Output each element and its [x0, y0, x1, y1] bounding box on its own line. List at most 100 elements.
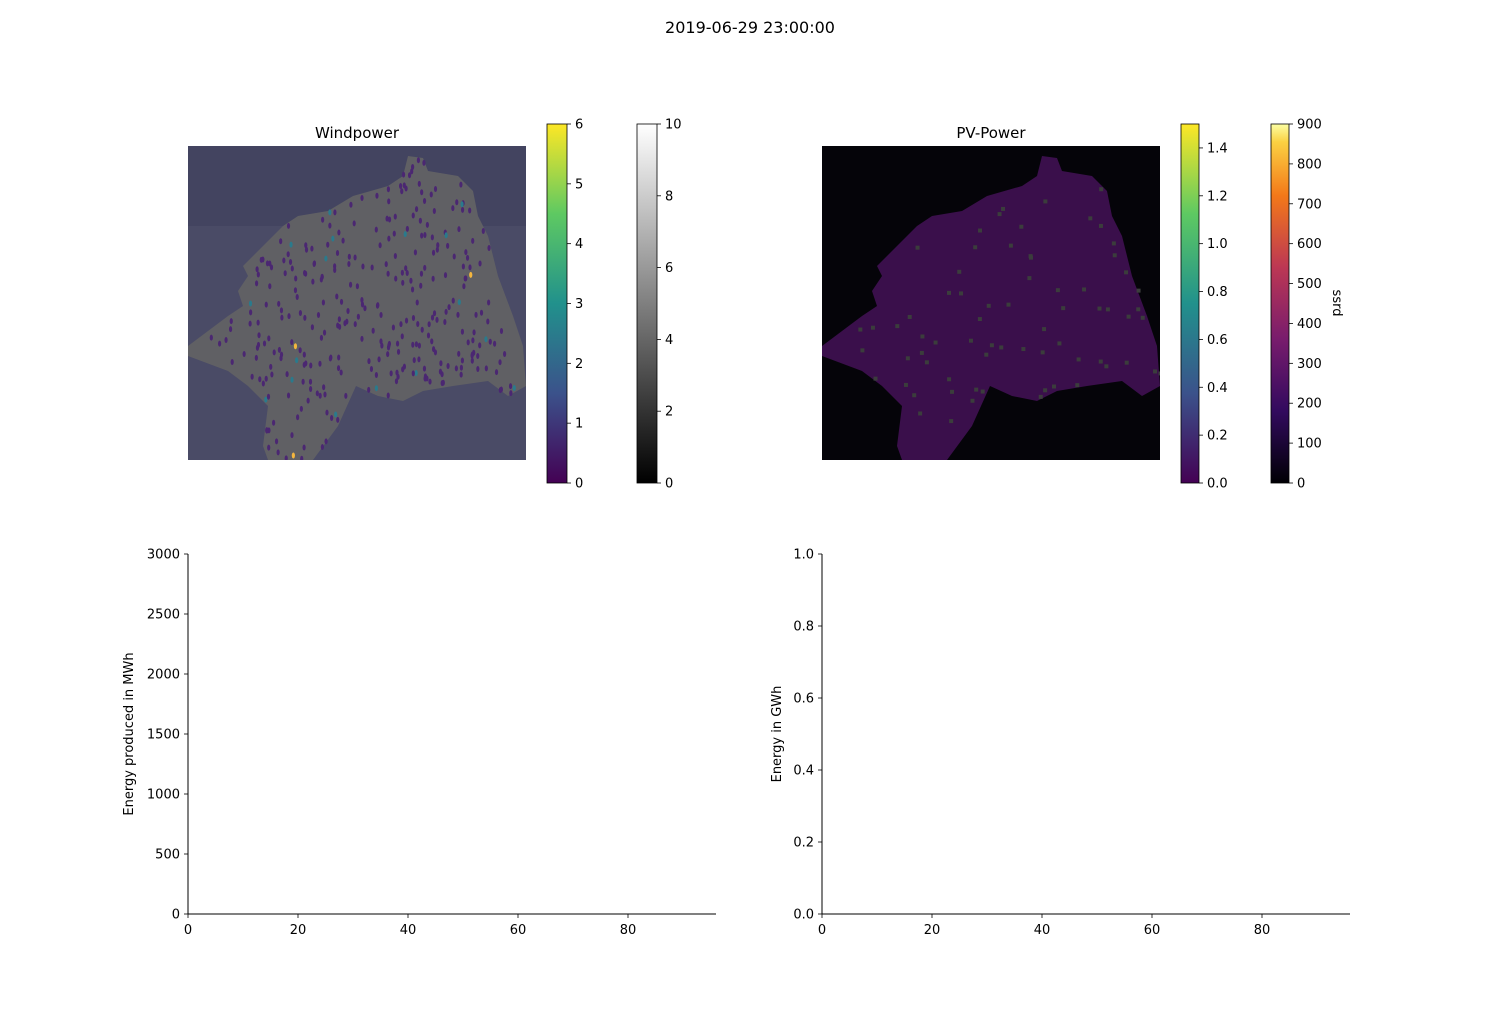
wind-turbine-marker: [422, 159, 426, 166]
wind-turbine-marker: [341, 237, 345, 244]
colorbar-tick-label: 2: [575, 357, 583, 372]
pv-spot: [978, 228, 983, 233]
wind-turbine-marker: [298, 309, 303, 316]
pv-spot: [1043, 199, 1048, 204]
colorbar-tick-label: 5: [575, 177, 583, 192]
wind-turbine-marker: [425, 375, 429, 382]
pv-spot: [968, 338, 973, 343]
wind-turbine-marker: [468, 264, 472, 271]
wind-turbine-marker: [279, 238, 283, 245]
pv-spot: [1076, 357, 1081, 362]
wind-turbine-marker: [303, 314, 307, 321]
y-tick-label: 0.6: [793, 692, 814, 707]
wind-turbine-marker: [265, 427, 269, 434]
pv-spot: [974, 387, 979, 392]
wind-turbine-marker: [319, 276, 323, 283]
wind-turbine-marker: [426, 332, 431, 339]
pv-spot: [918, 411, 923, 416]
wind-turbine-marker: [230, 358, 234, 365]
y-tick-label: 0.2: [793, 836, 814, 851]
wind-turbine-marker: [438, 368, 443, 375]
pv-spot: [1112, 253, 1117, 258]
wind-turbine-marker: [324, 255, 328, 262]
wind-turbine-marker: [264, 301, 268, 308]
wind-turbine-marker: [407, 172, 412, 179]
wind-turbine-marker: [255, 266, 259, 273]
wind-turbine-marker: [298, 347, 302, 354]
wind-turbine-marker: [328, 209, 332, 216]
wind-turbine-marker: [476, 353, 480, 360]
wind-turbine-marker: [387, 216, 392, 223]
pv-spot: [1082, 287, 1087, 292]
windpower-title: Windpower: [315, 124, 400, 142]
wind-turbine-marker: [367, 386, 371, 393]
wind-turbine-marker: [431, 249, 436, 256]
colorbar-tick-label: 4: [575, 237, 583, 252]
pv-spot: [946, 290, 951, 295]
wind-turbine-marker: [428, 378, 432, 385]
wind-turbine-marker: [326, 241, 330, 248]
wind-turbine-marker: [399, 321, 403, 328]
pv-spot: [997, 212, 1002, 217]
pv-spot: [860, 348, 865, 353]
wind-turbine-marker: [337, 354, 341, 361]
pv-spot: [947, 377, 952, 382]
colorbar-inferno-fill: [1270, 123, 1290, 484]
wind-turbine-marker: [286, 251, 290, 258]
wind-turbine-marker: [499, 386, 503, 393]
wind-turbine-marker: [462, 283, 466, 290]
wind-turbine-marker: [472, 329, 476, 336]
wind-turbine-marker: [336, 416, 340, 423]
wind-turbine-marker: [487, 299, 491, 306]
wind-turbine-marker: [308, 378, 313, 385]
wind-turbine-marker: [423, 264, 427, 271]
wind-turbine-marker: [290, 376, 294, 383]
wind-turbine-marker: [433, 349, 438, 356]
wind-turbine-marker: [479, 309, 484, 316]
wind-turbine-marker: [209, 334, 213, 341]
wind-turbine-marker: [319, 334, 324, 341]
wind-turbine-marker: [460, 201, 464, 208]
wind-turbine-marker: [454, 365, 458, 372]
wind-turbine-marker: [393, 252, 397, 259]
pv-spot: [1104, 364, 1109, 369]
pv-spot: [1021, 347, 1026, 352]
wind-turbine-marker: [353, 321, 357, 328]
wind-turbine-marker: [499, 327, 504, 334]
wind-turbine-marker: [344, 392, 348, 399]
pv-spot: [1052, 384, 1057, 389]
wind-turbine-marker: [460, 328, 465, 335]
wind-turbine-marker: [331, 235, 335, 242]
wind-turbine-marker: [430, 338, 434, 345]
axis-ticks: 0 20 40 60 80 0.0 0.2 0.4 0.6 0.8 1.0: [793, 548, 1270, 939]
wind-turbine-marker: [411, 370, 415, 377]
y-tick-label: 0: [172, 908, 180, 923]
x-tick-label: 20: [924, 923, 941, 938]
wind-turbine-marker: [402, 182, 406, 189]
pv-spot: [915, 245, 920, 250]
colorbar-tick-label: 0: [1297, 477, 1305, 492]
colorbar-tick-label: 0: [665, 477, 673, 492]
wind-turbine-marker: [369, 366, 374, 373]
wind-turbine-marker: [337, 229, 341, 236]
wind-turbine-marker: [379, 338, 383, 345]
wind-turbine-marker: [264, 375, 268, 382]
wind-turbine-marker: [387, 342, 391, 349]
colorbar-tick-label: 8: [665, 189, 673, 204]
wind-turbine-marker: [417, 356, 421, 363]
pv-spot: [1038, 394, 1043, 399]
wind-turbine-marker: [290, 432, 294, 439]
colorbar-tick-label: 400: [1297, 317, 1322, 332]
wind-turbine-marker: [304, 242, 308, 249]
wind-turbine-marker: [325, 409, 329, 416]
wind-turbine-marker: [309, 362, 313, 369]
wind-turbine-marker: [498, 359, 502, 366]
wind-turbine-marker: [384, 261, 388, 268]
wind-turbine-marker: [444, 308, 448, 315]
windpower-map-panel: Windpower: [188, 124, 526, 460]
wind-turbine-marker: [262, 340, 267, 347]
wind-turbine-marker: [355, 283, 360, 290]
wind-turbine-marker: [401, 171, 406, 178]
wind-turbine-marker: [311, 278, 315, 285]
wind-turbine-marker: [265, 260, 270, 267]
